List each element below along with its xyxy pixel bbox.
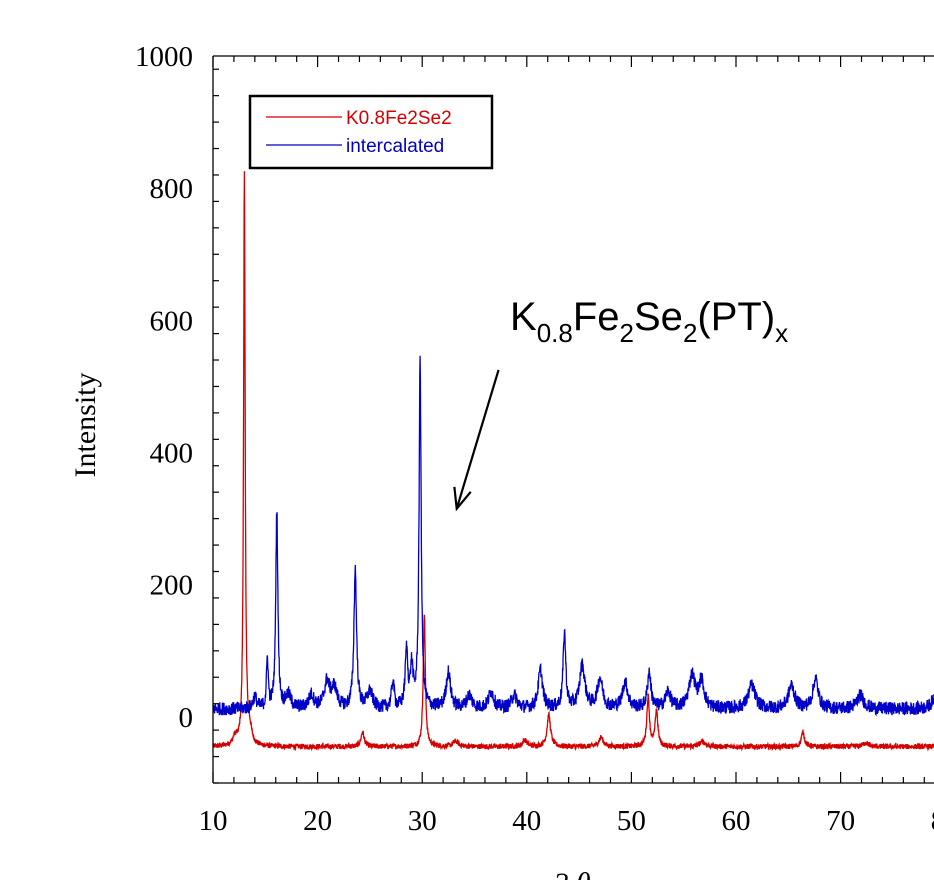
x-tick-label: 30 [408,805,437,837]
annotation-fe: Fe [573,295,620,339]
annotation-se: Se [634,295,683,339]
y-tick-label: 200 [150,570,194,602]
x-tick-label: 40 [512,805,541,837]
annotation-sub-k: 0.8 [537,318,573,348]
x-tick-label: 60 [722,805,751,837]
axes-layer [212,55,934,784]
annotation-sub-fe: 2 [620,318,634,348]
x-tick-label: 80 [931,805,934,837]
y-tick-label: 600 [150,305,194,337]
annotation-formula: K0.8Fe2Se2(PT)x [510,295,788,348]
y-tick-label: 400 [150,438,194,470]
annotation-arrow-shaft [455,369,500,510]
legend-box [248,94,494,170]
series-line-intercalated [212,355,934,717]
legend-label-k08fe2se2: K0.8Fe2Se2 [346,108,452,129]
legend-label-intercalated: intercalated [346,136,444,157]
y-tick-label: 800 [150,173,194,205]
x-tick-label: 20 [303,805,332,837]
annotation: K0.8Fe2Se2(PT)x [453,295,788,512]
y-tick-label: 1000 [135,41,193,73]
annotation-pt: (PT) [697,295,775,339]
x-tick-label: 70 [826,805,855,837]
x-tick-label: 50 [617,805,646,837]
annotation-sub-se: 2 [683,318,697,348]
ticks-layer: 102030405060708002004006008001000 [135,41,934,837]
x-axis-title: 2 θ [553,867,591,880]
annotation-sub-x: x [775,318,788,348]
annotation-k: K [510,295,537,339]
data-layer [212,171,934,752]
legend: K0.8Fe2Se2 intercalated [248,94,494,170]
y-axis-title: Intensity [69,373,102,478]
y-tick-label: 0 [179,702,194,734]
series-line-k08fe2se2 [212,171,934,752]
x-tick-label: 10 [199,805,228,837]
annotation-arrow-head [453,486,472,512]
